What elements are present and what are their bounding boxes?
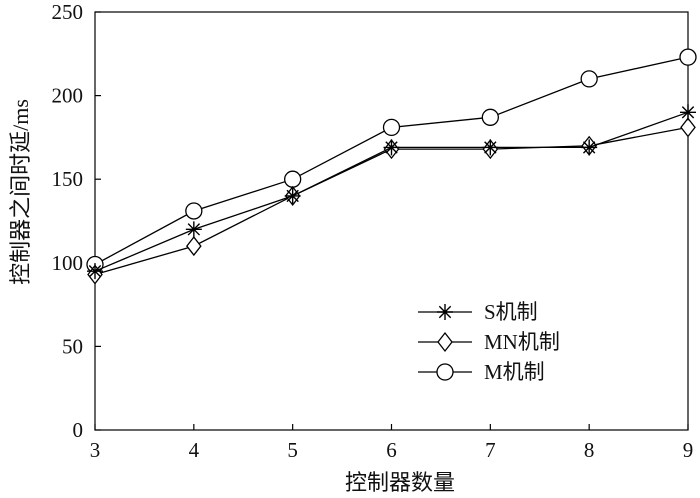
legend-item: S机制 bbox=[418, 300, 538, 324]
legend: S机制 MN机制 M机制 bbox=[418, 300, 560, 384]
data-point bbox=[679, 48, 697, 66]
x-axis-title: 控制器数量 bbox=[345, 470, 455, 495]
data-point bbox=[581, 139, 598, 156]
x-tick-label: 6 bbox=[386, 438, 397, 462]
data-point bbox=[382, 118, 401, 137]
legend-label: M机制 bbox=[484, 360, 545, 384]
y-tick-label: 150 bbox=[52, 167, 84, 191]
axes bbox=[94, 11, 689, 431]
y-tick-label: 200 bbox=[52, 84, 84, 108]
legend-label: MN机制 bbox=[484, 330, 560, 354]
legend-item: M机制 bbox=[418, 360, 545, 384]
data-point bbox=[383, 139, 400, 156]
y-tick-label: 100 bbox=[52, 251, 84, 275]
x-tick-label: 5 bbox=[287, 438, 298, 462]
data-point bbox=[284, 187, 301, 204]
data-point bbox=[185, 202, 203, 220]
series-circle bbox=[86, 48, 697, 274]
legend-marker bbox=[437, 304, 453, 320]
legend-marker bbox=[436, 363, 454, 381]
x-tick-label: 7 bbox=[485, 438, 496, 462]
series-layer bbox=[86, 48, 697, 285]
data-point bbox=[481, 108, 499, 126]
x-tick-label: 8 bbox=[584, 438, 595, 462]
x-axis-ticks: 3 4 5 6 7 8 9 bbox=[90, 424, 694, 462]
legend-label: S机制 bbox=[484, 300, 538, 324]
y-axis-ticks: 0 50 100 150 200 250 bbox=[52, 0, 101, 442]
data-point bbox=[580, 70, 598, 88]
data-point bbox=[482, 139, 499, 156]
data-point bbox=[680, 104, 696, 121]
series-asterisk bbox=[87, 104, 696, 280]
data-point bbox=[186, 236, 202, 257]
data-point bbox=[87, 263, 103, 280]
y-axis-title: 控制器之间时延/ms bbox=[8, 99, 33, 285]
legend-marker bbox=[437, 331, 453, 353]
y-tick-label: 0 bbox=[73, 418, 84, 442]
y-tick-label: 250 bbox=[52, 0, 84, 24]
x-tick-label: 4 bbox=[189, 438, 200, 462]
series-line bbox=[94, 111, 689, 272]
x-tick-label: 9 bbox=[683, 438, 694, 462]
data-point bbox=[185, 221, 202, 238]
y-tick-label: 50 bbox=[62, 334, 83, 358]
x-tick-label: 3 bbox=[90, 438, 101, 462]
plot-frame bbox=[94, 11, 689, 431]
legend-item: MN机制 bbox=[418, 330, 560, 354]
data-point bbox=[284, 170, 302, 188]
data-point bbox=[680, 117, 696, 138]
